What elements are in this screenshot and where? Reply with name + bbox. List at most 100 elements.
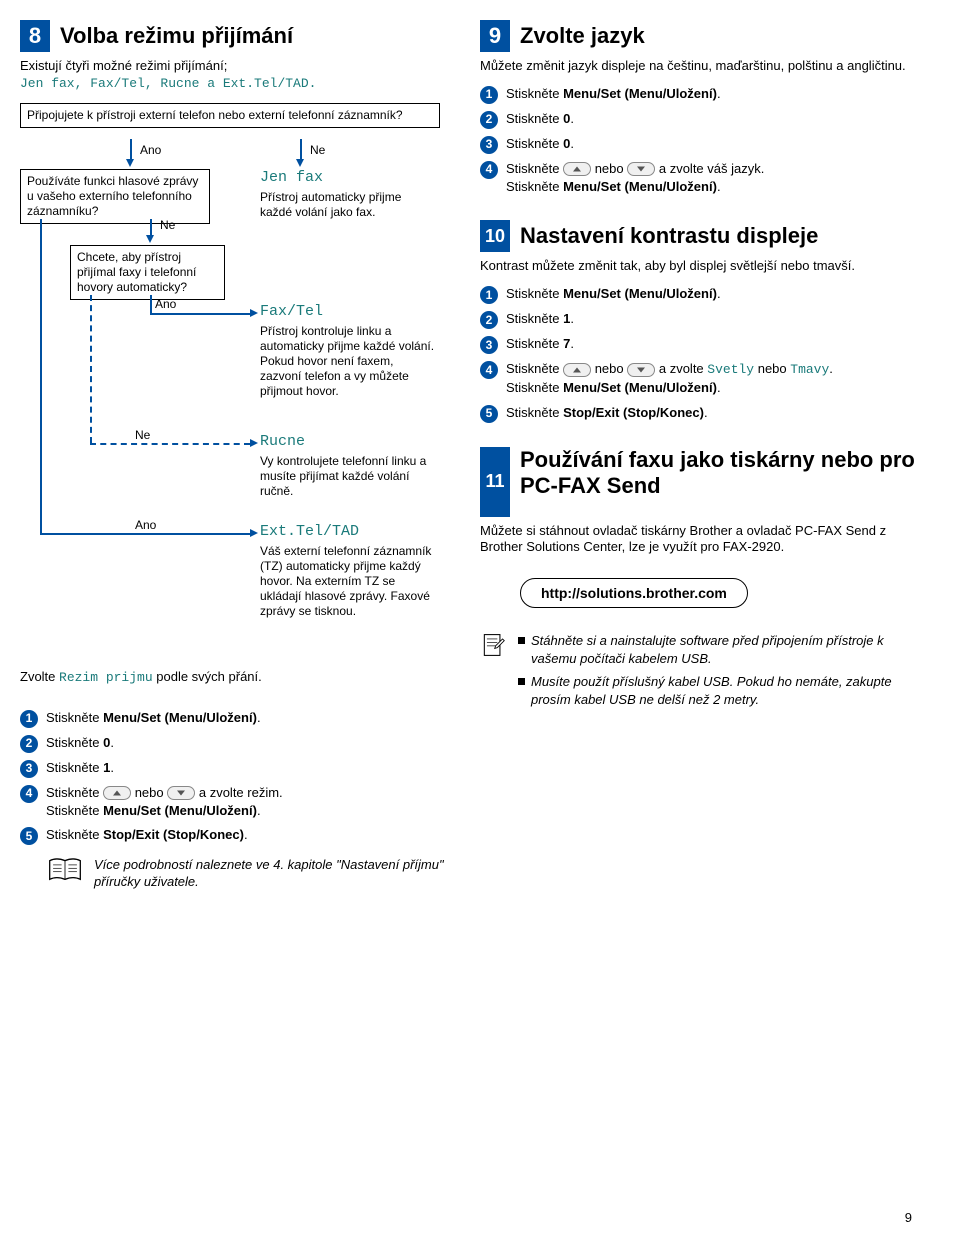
fc-line [300,139,302,159]
book-note-text: Více podrobností naleznete ve 4. kapitol… [94,857,450,891]
fc-r1: Jen fax Přístroj automaticky přijme každ… [260,169,435,220]
sec8-header: 8 Volba režimu přijímání [20,20,450,52]
fc-r1-title: Jen fax [260,169,435,188]
t: Stiskněte [46,710,103,725]
fc-arrow [146,235,154,243]
sec10-step1: 1 Stiskněte Menu/Set (Menu/Uložení). [480,285,930,304]
t: nebo [591,361,627,376]
fc-r3: Rucne Vy kontrolujete telefonní linku a … [260,433,435,499]
sec8-title: Volba režimu přijímání [60,23,293,49]
sec10-step4: 4 Stiskněte nebo a zvolte Svetly nebo Tm… [480,360,930,397]
sec9-number: 9 [480,20,510,52]
t: Stop/Exit (Stop/Konec) [103,827,244,842]
t: 0 [563,111,570,126]
t: Stiskněte [506,111,563,126]
book-icon [48,857,82,883]
t: Stiskněte [506,86,563,101]
t: Svetly [707,362,754,377]
fc-r4-desc: Váš externí telefonní záznamník (TZ) aut… [260,544,431,618]
fc-yes1: Ano [140,143,161,157]
step-num: 3 [480,136,498,154]
t: Stiskněte [46,760,103,775]
fc-r3-title: Rucne [260,433,435,452]
fc-line [40,219,42,533]
sec8-step3: 3 Stiskněte 1. [20,759,450,778]
sec9-header: 9 Zvolte jazyk [480,20,930,52]
t: Menu/Set (Menu/Uložení) [103,803,257,818]
t: Menu/Set (Menu/Uložení) [563,380,717,395]
step-num: 2 [20,735,38,753]
step-num: 2 [480,111,498,129]
step-num: 4 [20,785,38,803]
step-num: 3 [480,336,498,354]
sec10-title: Nastavení kontrastu displeje [520,223,818,249]
t: Stiskněte [46,827,103,842]
t: Menu/Set (Menu/Uložení) [563,179,717,194]
step-num: 1 [480,286,498,304]
fc-r4-title: Ext.Tel/TAD [260,523,435,542]
fc-arrow [250,529,258,537]
left-column: 8 Volba režimu přijímání Existují čtyři … [20,20,450,891]
t: Stiskněte [506,286,563,301]
url-box[interactable]: http://solutions.brother.com [520,578,748,608]
step-num: 1 [20,710,38,728]
note-icon [480,632,506,658]
t: Stiskněte [506,179,563,194]
fc-r2: Fax/Tel Přístroj kontroluje linku a auto… [260,303,435,399]
sec8-intro-a: Existují čtyři možné režimi přijímání; [20,58,227,73]
fc-r2-desc: Přístroj kontroluje linku a automaticky … [260,324,434,398]
flowchart: Připojujete k přístroji externí telefon … [20,103,450,703]
sec8-book-note: Více podrobností naleznete ve 4. kapitol… [20,857,450,891]
fc-no2: Ne [160,218,175,232]
step-num: 4 [480,161,498,179]
t: Menu/Set (Menu/Uložení) [103,710,257,725]
fc-arrow [126,159,134,167]
sec8-step1: 1 Stiskněte Menu/Set (Menu/Uložení). [20,709,450,728]
step-num: 5 [480,405,498,423]
down-key-icon [167,786,195,800]
sec10-number: 10 [480,220,510,252]
sec8-intro-modes: Jen fax, Fax/Tel, Rucne a Ext.Tel/TAD. [20,76,316,91]
t: 0 [563,136,570,151]
fc-line [150,219,152,235]
sec8-number: 8 [20,20,50,52]
t: Menu/Set (Menu/Uložení) [563,86,717,101]
step-num: 4 [480,361,498,379]
fc-yes2: Ano [135,518,156,532]
up-key-icon [563,162,591,176]
sec11-number: 11 [480,447,510,517]
right-column: 9 Zvolte jazyk Můžete změnit jazyk displ… [480,20,930,891]
t: nebo [591,161,627,176]
fc-line [150,295,152,313]
fc-arrow [250,439,258,447]
sec8-intro: Existují čtyři možné režimi přijímání; J… [20,58,450,93]
t: a zvolte váš jazyk. [655,161,764,176]
sec10-step3: 3 Stiskněte 7. [480,335,930,354]
fc-r1-desc: Přístroj automaticky přijme každé volání… [260,190,401,219]
fc-q1: Připojujete k přístroji externí telefon … [20,103,440,128]
sec10-step5: 5 Stiskněte Stop/Exit (Stop/Konec). [480,404,930,423]
note1: Stáhněte si a nainstalujte software před… [531,632,930,667]
sec8-step2: 2 Stiskněte 0. [20,734,450,753]
fc-line [40,533,250,535]
up-key-icon [563,363,591,377]
page-number: 9 [905,1210,912,1225]
t: a zvolte [655,361,703,376]
fc-line [150,313,250,315]
t: 7 [563,336,570,351]
note-list: Stáhněte si a nainstalujte software před… [518,632,930,714]
fc-r2-title: Fax/Tel [260,303,435,322]
sec9-step2: 2 Stiskněte 0. [480,110,930,129]
fc-r4: Ext.Tel/TAD Váš externí telefonní záznam… [260,523,435,619]
step-num: 1 [480,86,498,104]
fc-line [90,295,92,443]
fc-no3: Ne [135,428,150,442]
sec8-step5: 5 Stiskněte Stop/Exit (Stop/Konec). [20,826,450,845]
down-key-icon [627,363,655,377]
t: 1 [563,311,570,326]
up-key-icon [103,786,131,800]
t: Stiskněte [46,803,103,818]
t: Stiskněte [46,785,103,800]
fc-line [90,443,250,445]
t: Menu/Set (Menu/Uložení) [563,286,717,301]
